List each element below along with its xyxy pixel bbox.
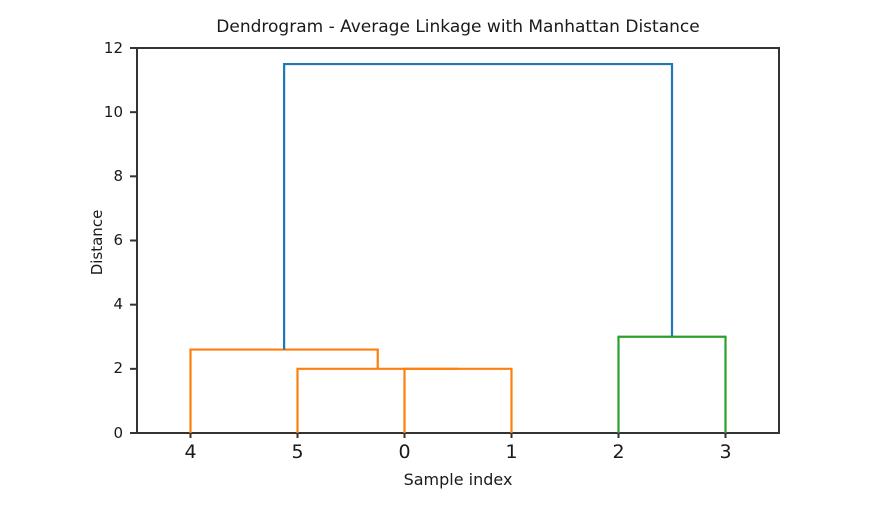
dendrogram-link [283, 62, 674, 350]
dendrogram-link [403, 367, 513, 433]
x-tick-label: 0 [398, 441, 411, 463]
x-tick-label: 3 [719, 441, 732, 463]
axes-box [136, 47, 780, 434]
y-tick-label: 4 [113, 295, 123, 314]
dendrogram-link [617, 335, 727, 433]
y-tick-label: 8 [113, 166, 123, 185]
y-tick-label: 6 [113, 231, 123, 249]
y-tick-label: 0 [113, 423, 123, 442]
y-tick-label: 12 [103, 38, 123, 57]
x-tick-label: 4 [184, 441, 197, 463]
x-tick-label: 5 [291, 441, 304, 463]
dendrogram-link [189, 348, 379, 433]
x-tick-label: 1 [505, 441, 518, 463]
dendrogram-link [296, 367, 458, 433]
x-axis-label: Sample index [403, 470, 513, 489]
y-tick-label: 10 [103, 102, 123, 121]
x-tick-label: 2 [612, 441, 625, 463]
y-tick-label: 2 [113, 359, 123, 378]
chart-title: Dendrogram - Average Linkage with Manhat… [216, 17, 700, 37]
